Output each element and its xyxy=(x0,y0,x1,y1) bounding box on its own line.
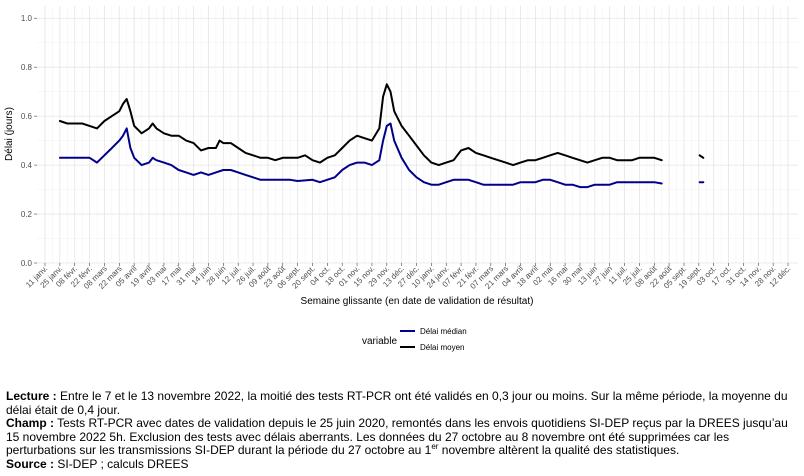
y-tick-label: 0.4 xyxy=(21,161,33,170)
legend: variable Délai médian Délai moyen xyxy=(362,327,467,352)
legend-label-median: Délai médian xyxy=(420,327,467,336)
champ-note: Champ : Tests RT-PCR avec dates de valid… xyxy=(6,416,796,458)
source-text: SI-DEP ; calculs DREES xyxy=(54,456,189,471)
y-tick-label: 1.0 xyxy=(21,14,33,23)
y-tick-label: 0.0 xyxy=(21,259,33,268)
lecture-note: Lecture : Entre le 7 et le 13 novembre 2… xyxy=(6,389,796,417)
champ-text-2: novembre altèrent la qualité des statist… xyxy=(438,443,680,458)
x-axis-label: Semaine glissante (en date de validation… xyxy=(301,296,534,307)
y-axis: 0.0 0.2 0.4 0.6 0.8 1.0 xyxy=(21,14,37,268)
series-line-median xyxy=(58,122,705,189)
y-tick-label: 0.2 xyxy=(21,210,33,219)
lecture-text: Entre le 7 et le 13 novembre 2022, la mo… xyxy=(6,389,788,417)
y-tick-label: 0.8 xyxy=(21,63,33,72)
x-axis: 11 janv.25 janv.08 févr.22 févr.08 mars2… xyxy=(24,263,792,291)
lecture-label: Lecture : xyxy=(6,389,57,403)
legend-title: variable xyxy=(362,336,397,347)
source-note: Source : SI-DEP ; calculs DREES xyxy=(6,456,796,472)
champ-superscript: er xyxy=(431,442,439,452)
legend-label-mean: Délai moyen xyxy=(420,343,464,352)
series-line-mean xyxy=(58,83,705,167)
y-axis-label: Délai (jours) xyxy=(4,107,15,161)
source-label: Source : xyxy=(6,456,55,471)
y-tick-label: 0.6 xyxy=(21,112,33,121)
delay-line-chart: 0.0 0.2 0.4 0.6 0.8 1.0 11 janv.25 janv.08 fé… xyxy=(4,6,798,352)
chart-notes: Lecture : Entre le 7 et le 13 novembre 2… xyxy=(6,389,796,472)
champ-text-1: Tests RT-PCR avec dates de validation de… xyxy=(6,416,788,458)
champ-label: Champ : xyxy=(6,416,54,431)
grid-lines xyxy=(37,6,798,264)
series-lines xyxy=(58,83,705,189)
